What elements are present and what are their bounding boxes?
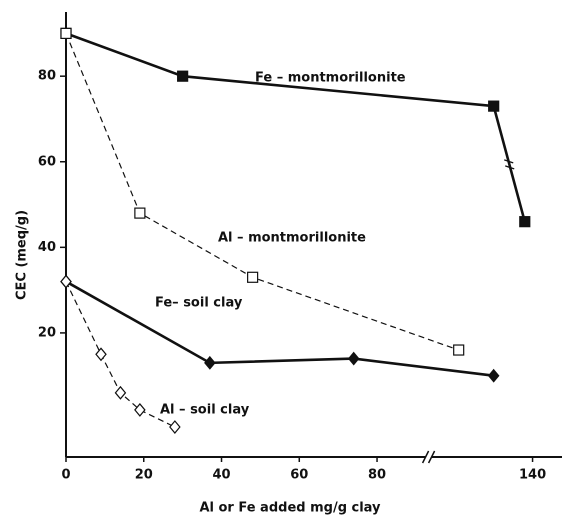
axis-break [421, 450, 436, 464]
x-axis-label: Al or Fe added mg/g clay [199, 501, 381, 516]
marker [60, 27, 72, 39]
marker [177, 70, 189, 82]
marker [487, 368, 500, 383]
x-tick-label: 20 [135, 468, 153, 483]
y-axis-label: CEC (meq/g) [15, 210, 30, 300]
marker [247, 271, 259, 283]
y-tick-label: 60 [38, 154, 56, 169]
marker [347, 351, 360, 366]
series-label: Al – montmorillonite [218, 231, 366, 246]
marker [204, 355, 216, 370]
marker [134, 207, 146, 219]
marker [169, 420, 181, 434]
series-label: Fe – montmorillonite [255, 71, 406, 86]
x-tick-label: 60 [290, 468, 308, 483]
series-line [65, 280, 494, 377]
y-tick-label: 40 [38, 240, 56, 255]
y-tick-label: 20 [38, 325, 56, 340]
line-break [504, 159, 515, 170]
y-tick-label: 80 [38, 69, 56, 84]
marker [114, 385, 127, 400]
marker [453, 344, 465, 356]
marker [519, 216, 531, 228]
marker [95, 347, 107, 362]
series-line [65, 32, 527, 223]
series-line [65, 33, 459, 351]
marker [488, 100, 500, 112]
marker [60, 274, 72, 289]
x-tick-label: 40 [212, 468, 230, 483]
x-tick-label: 140 [519, 468, 546, 483]
series-label: Fe– soil clay [155, 296, 243, 311]
x-tick-label: 0 [61, 468, 70, 483]
series-label: Al – soil clay [160, 403, 250, 418]
marker [134, 402, 146, 417]
x-tick-label: 80 [368, 468, 386, 483]
